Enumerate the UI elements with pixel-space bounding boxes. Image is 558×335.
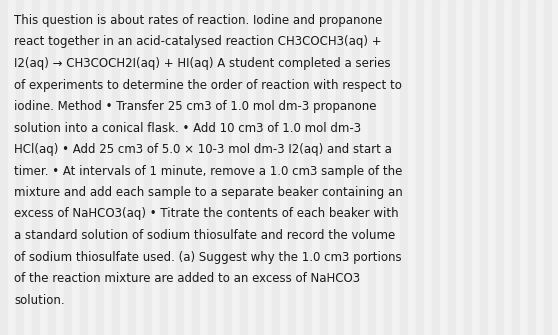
Bar (408, 0, 416, 335)
Bar (400, 0, 408, 335)
Bar (296, 0, 304, 335)
Text: I2(aq) → CH3COCH2I(aq) + HI(aq) A student completed a series: I2(aq) → CH3COCH2I(aq) + HI(aq) A studen… (14, 57, 391, 70)
Bar (280, 0, 288, 335)
Bar (520, 0, 528, 335)
Bar (40, 0, 48, 335)
Bar (536, 0, 544, 335)
Text: solution.: solution. (14, 293, 65, 307)
Bar (448, 0, 456, 335)
Bar (184, 0, 192, 335)
Text: iodine. Method • Transfer 25 cm3 of 1.0 mol dm-3 propanone: iodine. Method • Transfer 25 cm3 of 1.0 … (14, 100, 377, 113)
Bar (328, 0, 336, 335)
Bar (320, 0, 328, 335)
Bar (424, 0, 432, 335)
Bar (104, 0, 112, 335)
Bar (168, 0, 176, 335)
Text: of experiments to determine the order of reaction with respect to: of experiments to determine the order of… (14, 78, 402, 91)
Text: a standard solution of sodium thiosulfate and record the volume: a standard solution of sodium thiosulfat… (14, 229, 395, 242)
Text: mixture and add each sample to a separate beaker containing an: mixture and add each sample to a separat… (14, 186, 403, 199)
Bar (248, 0, 256, 335)
Bar (336, 0, 344, 335)
Bar (32, 0, 40, 335)
Text: of sodium thiosulfate used. (a) Suggest why the 1.0 cm3 portions: of sodium thiosulfate used. (a) Suggest … (14, 251, 402, 264)
Bar (96, 0, 104, 335)
Bar (288, 0, 296, 335)
Bar (64, 0, 72, 335)
Bar (208, 0, 216, 335)
Bar (152, 0, 160, 335)
Bar (8, 0, 16, 335)
Bar (264, 0, 272, 335)
Bar (456, 0, 464, 335)
Bar (224, 0, 232, 335)
Bar (352, 0, 360, 335)
Bar (496, 0, 504, 335)
Bar (376, 0, 384, 335)
Bar (368, 0, 376, 335)
Bar (304, 0, 312, 335)
Bar (312, 0, 320, 335)
Bar (440, 0, 448, 335)
Bar (552, 0, 558, 335)
Bar (192, 0, 200, 335)
Bar (392, 0, 400, 335)
Bar (144, 0, 152, 335)
Text: react together in an acid-catalysed reaction CH3COCH3(aq) +: react together in an acid-catalysed reac… (14, 36, 382, 49)
Bar (128, 0, 136, 335)
Bar (72, 0, 80, 335)
Bar (176, 0, 184, 335)
Bar (232, 0, 240, 335)
Bar (464, 0, 472, 335)
Bar (384, 0, 392, 335)
Bar (0, 0, 8, 335)
Bar (80, 0, 88, 335)
Bar (120, 0, 128, 335)
Bar (240, 0, 248, 335)
Bar (512, 0, 520, 335)
Bar (16, 0, 24, 335)
Text: excess of NaHCO3(aq) • Titrate the contents of each beaker with: excess of NaHCO3(aq) • Titrate the conte… (14, 207, 398, 220)
Bar (200, 0, 208, 335)
Bar (480, 0, 488, 335)
Bar (544, 0, 552, 335)
Text: solution into a conical flask. • Add 10 cm3 of 1.0 mol dm-3: solution into a conical flask. • Add 10 … (14, 122, 361, 134)
Bar (272, 0, 280, 335)
Bar (416, 0, 424, 335)
Bar (56, 0, 64, 335)
Text: HCl(aq) • Add 25 cm3 of 5.0 × 10-3 mol dm-3 I2(aq) and start a: HCl(aq) • Add 25 cm3 of 5.0 × 10-3 mol d… (14, 143, 392, 156)
Bar (472, 0, 480, 335)
Bar (88, 0, 96, 335)
Bar (216, 0, 224, 335)
Bar (488, 0, 496, 335)
Bar (528, 0, 536, 335)
Bar (24, 0, 32, 335)
Text: timer. • At intervals of 1 minute, remove a 1.0 cm3 sample of the: timer. • At intervals of 1 minute, remov… (14, 164, 402, 178)
Bar (112, 0, 120, 335)
Bar (504, 0, 512, 335)
Bar (160, 0, 168, 335)
Text: This question is about rates of reaction. Iodine and propanone: This question is about rates of reaction… (14, 14, 382, 27)
Text: of the reaction mixture are added to an excess of NaHCO3: of the reaction mixture are added to an … (14, 272, 360, 285)
Bar (360, 0, 368, 335)
Bar (344, 0, 352, 335)
Bar (432, 0, 440, 335)
Bar (48, 0, 56, 335)
Bar (136, 0, 144, 335)
Bar (256, 0, 264, 335)
